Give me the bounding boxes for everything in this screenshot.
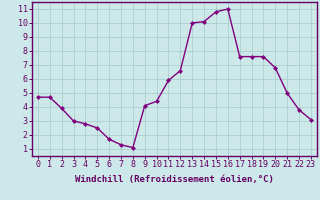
X-axis label: Windchill (Refroidissement éolien,°C): Windchill (Refroidissement éolien,°C) (75, 175, 274, 184)
